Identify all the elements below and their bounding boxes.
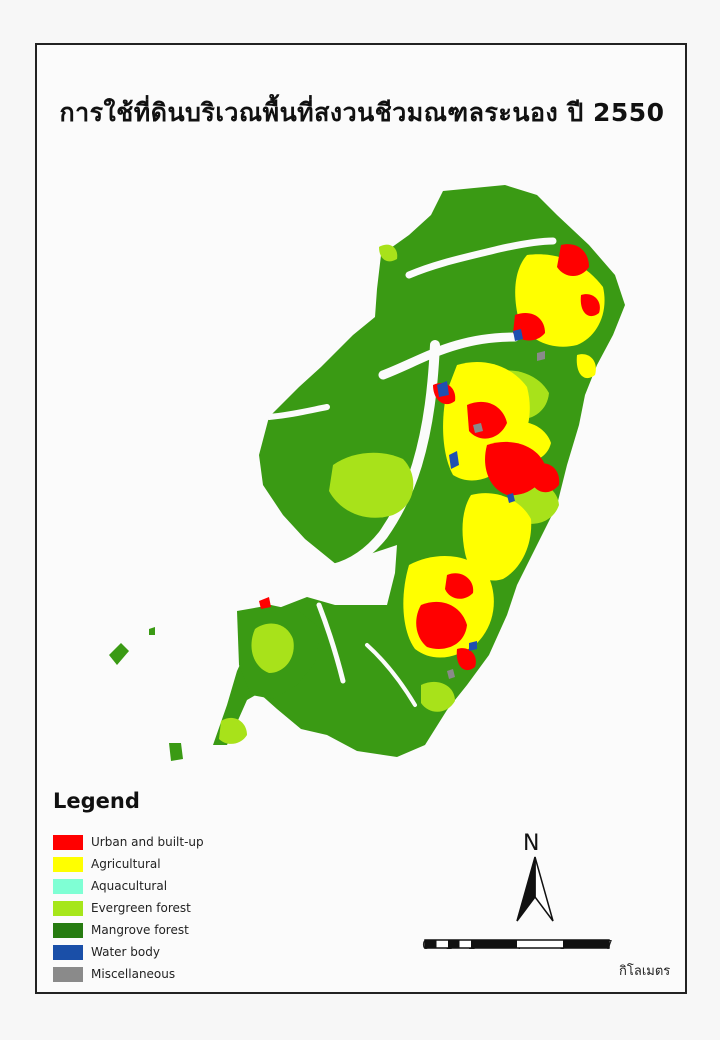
legend-swatch-agricultural [53, 856, 83, 872]
urban-area [259, 244, 600, 671]
legend-label-agricultural: Agricultural [91, 857, 161, 871]
legend-swatch-mangrove [53, 922, 83, 938]
legend-swatch-miscellaneous [53, 966, 83, 982]
legend-title: Legend [53, 789, 140, 813]
land-use-map [109, 185, 625, 761]
legend-label-urban: Urban and built-up [91, 835, 204, 849]
legend-label-aquacultural: Aquacultural [91, 879, 168, 893]
legend-item-water-body: Water body [53, 941, 204, 963]
map-title: การใช้ที่ดินบริเวณพื้นที่สงวนชีวมณฑลระนอ… [59, 98, 665, 127]
north-label: N [523, 831, 540, 856]
water-body-area [437, 329, 523, 651]
legend-label-mangrove: Mangrove forest [91, 923, 189, 937]
legend-swatch-urban [53, 834, 83, 850]
legend: Urban and built-up Agricultural Aquacult… [53, 831, 204, 985]
legend-item-miscellaneous: Miscellaneous [53, 963, 204, 985]
legend-swatch-evergreen [53, 900, 83, 916]
legend-item-evergreen: Evergreen forest [53, 897, 204, 919]
map-frame: การใช้ที่ดินบริเวณพื้นที่สงวนชีวมณฑลระนอ… [35, 43, 687, 994]
legend-item-mangrove: Mangrove forest [53, 919, 204, 941]
legend-label-water-body: Water body [91, 945, 160, 959]
scale-unit: กิโลเมตร [619, 964, 671, 979]
scale-bar [424, 939, 610, 949]
legend-item-agricultural: Agricultural [53, 853, 204, 875]
miscellaneous-area [447, 351, 545, 679]
legend-swatch-aquacultural [53, 878, 83, 894]
legend-swatch-water-body [53, 944, 83, 960]
legend-label-miscellaneous: Miscellaneous [91, 967, 176, 981]
north-arrow-icon [516, 856, 554, 922]
legend-item-urban: Urban and built-up [53, 831, 204, 853]
legend-label-evergreen: Evergreen forest [91, 901, 191, 915]
legend-item-aquacultural: Aquacultural [53, 875, 204, 897]
